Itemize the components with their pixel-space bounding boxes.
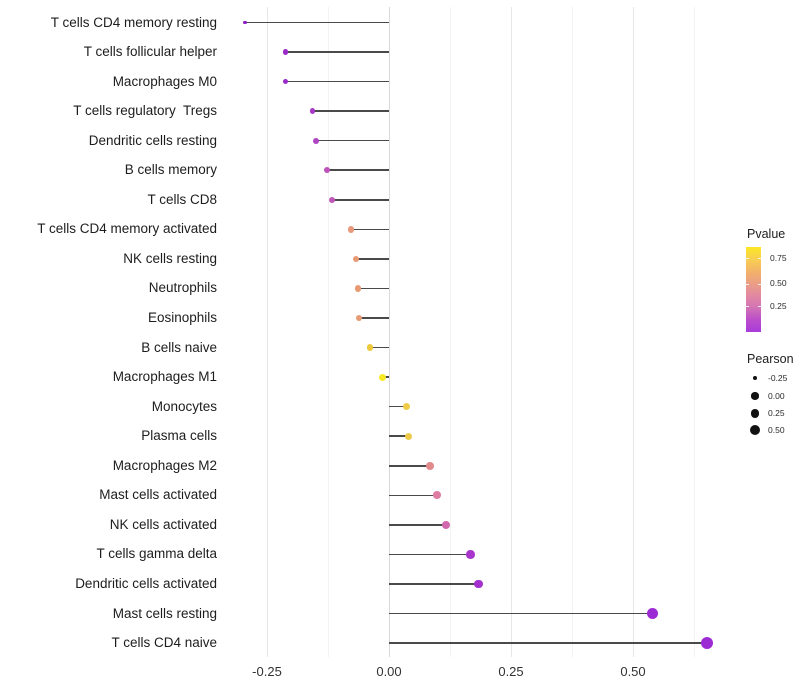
- lollipop-stick: [312, 110, 389, 112]
- lollipop-dot: [312, 137, 319, 144]
- lollipop-dot: [404, 432, 413, 440]
- gridline-major: [267, 7, 268, 657]
- category-label: B cells memory: [124, 162, 217, 178]
- category-label: Neutrophils: [148, 280, 217, 296]
- lollipop-stick: [389, 405, 407, 408]
- lollipop-dot: [366, 344, 374, 351]
- category-label: Macrophages M1: [112, 369, 217, 385]
- lollipop-dot: [328, 196, 335, 203]
- x-tick-label: -0.25: [252, 664, 282, 679]
- gridline-minor: [328, 7, 329, 657]
- lollipop-dot: [646, 607, 659, 620]
- lollipop-dot: [700, 636, 713, 650]
- lollipop-stick: [350, 228, 389, 231]
- gridline-major: [389, 7, 390, 657]
- gridline-major: [633, 7, 634, 657]
- lollipop-stick: [389, 494, 437, 497]
- x-tick-label: 0.25: [498, 664, 524, 679]
- lollipop-stick: [355, 258, 389, 260]
- pearson-entry-label: 0.00: [768, 390, 785, 401]
- lollipop-dot: [243, 20, 247, 25]
- lollipop-dot: [466, 550, 475, 559]
- lollipop-stick: [389, 612, 653, 615]
- pvalue-tick-mark: [758, 283, 761, 285]
- x-tick-label: 0.50: [620, 664, 646, 679]
- lollipop-dot: [282, 49, 289, 55]
- lollipop-dot: [441, 520, 450, 529]
- lollipop-dot: [309, 108, 316, 114]
- category-label: Dendritic cells resting: [88, 132, 217, 148]
- lollipop-stick: [389, 435, 409, 437]
- lollipop-dot: [282, 79, 289, 85]
- lollipop-dot: [355, 314, 363, 322]
- pearson-entry-label: 0.50: [768, 424, 785, 435]
- category-label: T cells CD4 memory activated: [37, 221, 217, 237]
- pvalue-legend-title: Pvalue: [747, 227, 786, 241]
- pvalue-colorbar: [746, 247, 761, 332]
- lollipop-stick: [369, 346, 389, 349]
- pvalue-tick-mark: [746, 283, 749, 285]
- pearson-entry-dot: [750, 409, 760, 418]
- pvalue-tick-mark: [758, 258, 761, 259]
- lollipop-stick: [357, 287, 389, 290]
- lollipop-stick: [389, 464, 430, 467]
- lollipop-dot: [378, 373, 386, 381]
- lollipop-stick: [389, 583, 479, 585]
- lollipop-stick: [326, 169, 389, 172]
- category-label: T cells gamma delta: [96, 546, 217, 562]
- lollipop-dot: [323, 167, 330, 174]
- x-tick-label: 0.00: [376, 664, 402, 679]
- category-label: Macrophages M2: [112, 457, 217, 473]
- pvalue-tick-mark: [746, 258, 749, 259]
- lollipop-dot: [352, 255, 360, 263]
- lollipop-stick: [245, 21, 389, 24]
- lollipop-stick: [331, 199, 389, 201]
- lollipop-stick: [359, 317, 389, 319]
- lollipop-dot: [347, 226, 355, 233]
- pvalue-tick-mark: [746, 306, 749, 307]
- pearson-entry-label: 0.25: [768, 408, 785, 418]
- category-label: Mast cells resting: [112, 605, 217, 621]
- category-label: Monocytes: [151, 398, 217, 414]
- pearson-entry-dot: [753, 376, 757, 380]
- lollipop-stick: [389, 642, 707, 644]
- pvalue-tick-label: 0.25: [770, 300, 787, 311]
- lollipop-dot: [354, 285, 362, 292]
- category-label: T cells CD8: [147, 191, 217, 207]
- pvalue-tick-label: 0.50: [770, 278, 787, 288]
- pearson-entry-label: -0.25: [768, 372, 788, 383]
- category-label: T cells regulatory Tregs: [73, 103, 217, 119]
- lollipop-dot: [402, 403, 411, 411]
- pearson-entry-dot: [750, 425, 760, 435]
- pearson-legend-title: Pearson: [747, 352, 794, 366]
- pearson-entry-dot: [751, 392, 759, 400]
- category-label: T cells follicular helper: [83, 44, 217, 60]
- lollipop-dot: [474, 579, 484, 589]
- lollipop-stick: [315, 139, 389, 142]
- gridline-minor: [450, 7, 451, 657]
- pvalue-tick-label: 0.75: [770, 252, 787, 263]
- gridline-major: [511, 7, 512, 657]
- lollipop-stick: [389, 524, 446, 526]
- lollipop-stick: [285, 80, 389, 83]
- gridline-minor: [572, 7, 573, 657]
- pvalue-tick-mark: [758, 306, 761, 307]
- category-label: B cells naive: [141, 339, 217, 355]
- category-label: T cells CD4 naive: [111, 635, 217, 651]
- category-label: Dendritic cells activated: [75, 575, 217, 591]
- category-label: NK cells activated: [109, 516, 217, 532]
- lollipop-stick: [389, 553, 471, 556]
- category-label: Plasma cells: [141, 428, 217, 444]
- category-label: Macrophages M0: [112, 73, 217, 89]
- category-label: T cells CD4 memory resting: [50, 14, 217, 30]
- category-label: Mast cells activated: [99, 487, 217, 503]
- lollipop-dot: [432, 491, 441, 500]
- category-label: Eosinophils: [147, 310, 217, 325]
- lollipop-dot: [426, 461, 434, 470]
- gridline-minor: [694, 7, 695, 657]
- category-label: NK cells resting: [123, 250, 217, 266]
- lollipop-stick: [285, 51, 389, 53]
